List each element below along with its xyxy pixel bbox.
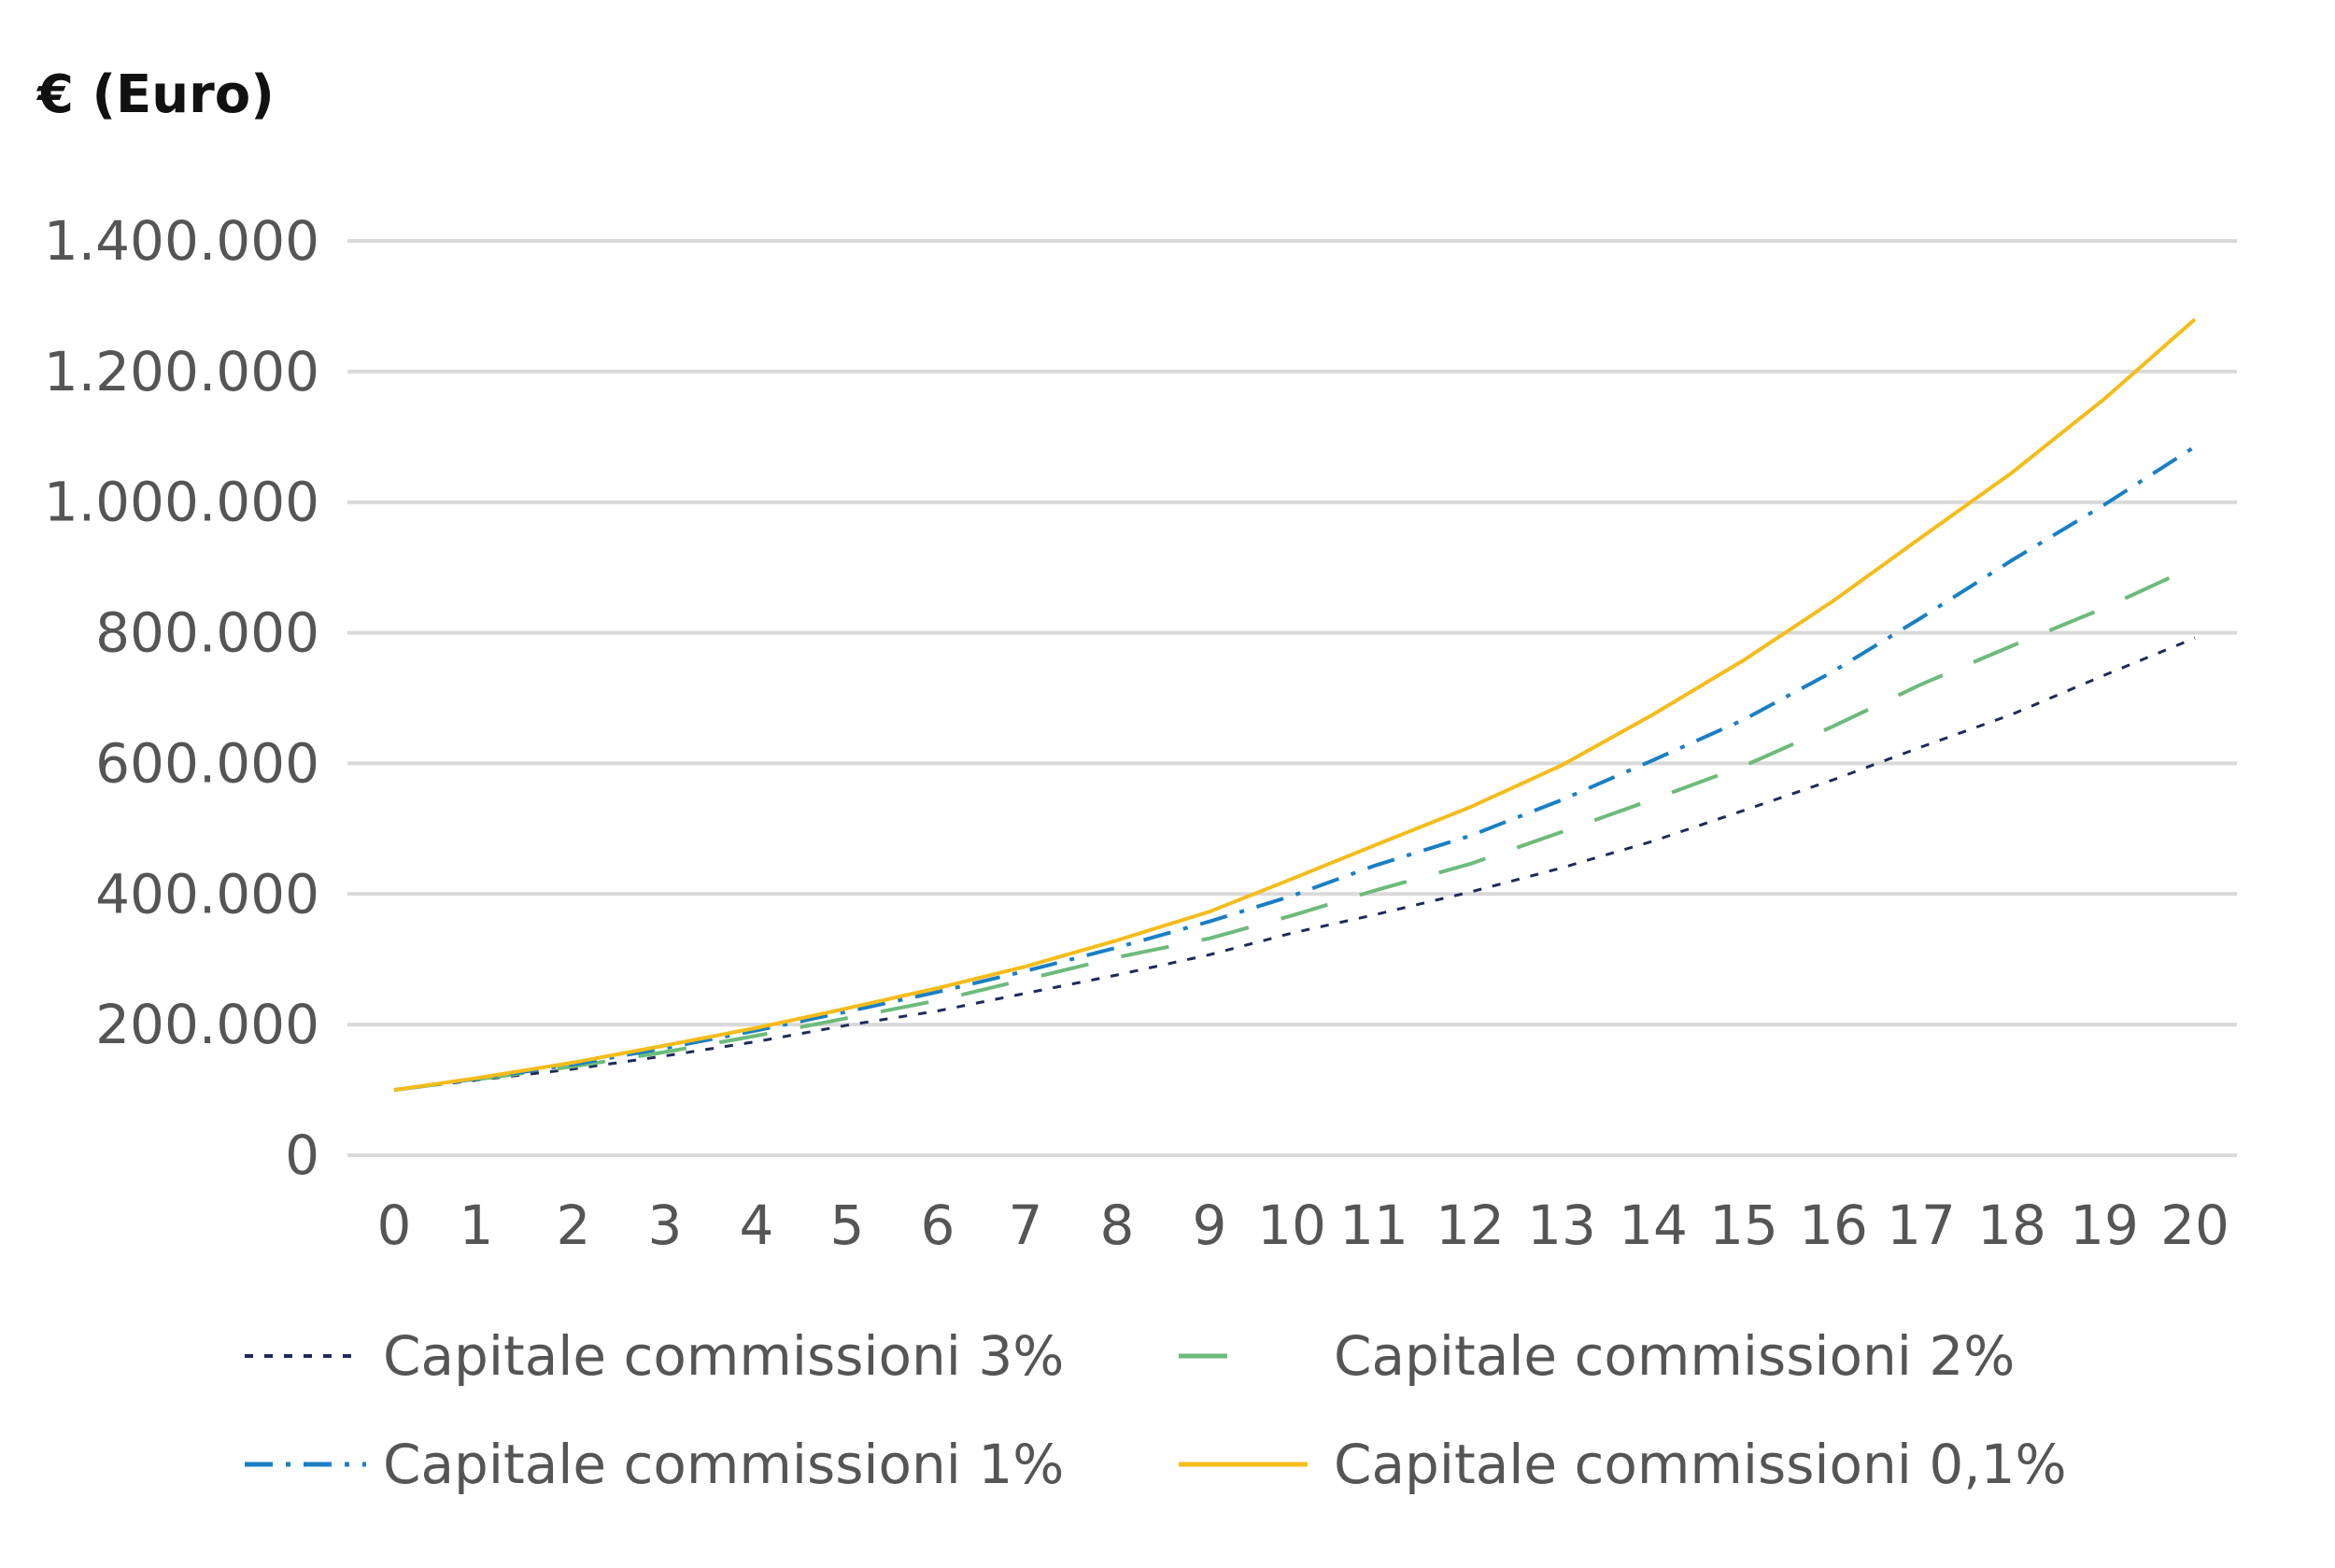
x-tick-label: 15 [1709, 1194, 1778, 1257]
x-axis-ticks: 0 1 2 3 4 5 6 7 8 9 10 11 12 13 14 15 16 17 18 19 20 [377, 1194, 2229, 1257]
legend-label: Capitale commissioni 3% [383, 1324, 1064, 1388]
y-tick-label: 600.000 [95, 731, 319, 795]
x-tick-label: 13 [1527, 1194, 1596, 1257]
y-tick-label: 400.000 [95, 862, 319, 925]
legend-label: Capitale commissioni 2% [1334, 1324, 2015, 1388]
x-tick-label: 16 [1799, 1194, 1868, 1257]
x-tick-label: 7 [1009, 1194, 1043, 1257]
y-tick-label: 1.400.000 [44, 209, 319, 273]
x-tick-label: 17 [1887, 1194, 1956, 1257]
y-tick-label: 1.200.000 [44, 340, 319, 403]
x-tick-label: 2 [557, 1194, 591, 1257]
legend-label: Capitale commissioni 0,1% [1334, 1433, 2067, 1496]
x-tick-label: 0 [377, 1194, 412, 1257]
y-axis-ticks: 0 200.000 400.000 600.000 800.000 1.000.000 1.… [44, 209, 319, 1187]
x-tick-label: 11 [1339, 1194, 1408, 1257]
y-tick-label: 200.000 [95, 993, 319, 1056]
series-line [393, 445, 2197, 1093]
series-line [393, 318, 2197, 1093]
x-tick-label: 3 [648, 1194, 683, 1257]
x-tick-label: 14 [1619, 1194, 1688, 1257]
legend-label: Capitale commissioni 1% [383, 1433, 1064, 1496]
series-line [393, 564, 2196, 1093]
gridlines [347, 239, 2237, 1157]
series-line [393, 636, 2196, 1092]
x-tick-label: 6 [921, 1194, 955, 1257]
y-tick-label: 1.000.000 [44, 471, 319, 534]
x-tick-label: 19 [2070, 1194, 2139, 1257]
legend: Capitale commissioni 3% Capitale commissi… [245, 1324, 2067, 1496]
x-tick-label: 20 [2160, 1194, 2229, 1257]
y-tick-label: 800.000 [95, 601, 319, 665]
x-tick-label: 10 [1257, 1194, 1326, 1257]
series-lines [393, 318, 2197, 1093]
y-tick-label: 0 [285, 1123, 319, 1187]
x-tick-label: 1 [460, 1194, 494, 1257]
x-tick-label: 8 [1100, 1194, 1135, 1257]
y-unit-label: € (Euro) [35, 64, 275, 125]
x-tick-label: 9 [1193, 1194, 1227, 1257]
x-tick-label: 12 [1436, 1194, 1505, 1257]
x-tick-label: 5 [830, 1194, 865, 1257]
x-tick-label: 18 [1977, 1194, 2046, 1257]
x-tick-label: 4 [740, 1194, 774, 1257]
